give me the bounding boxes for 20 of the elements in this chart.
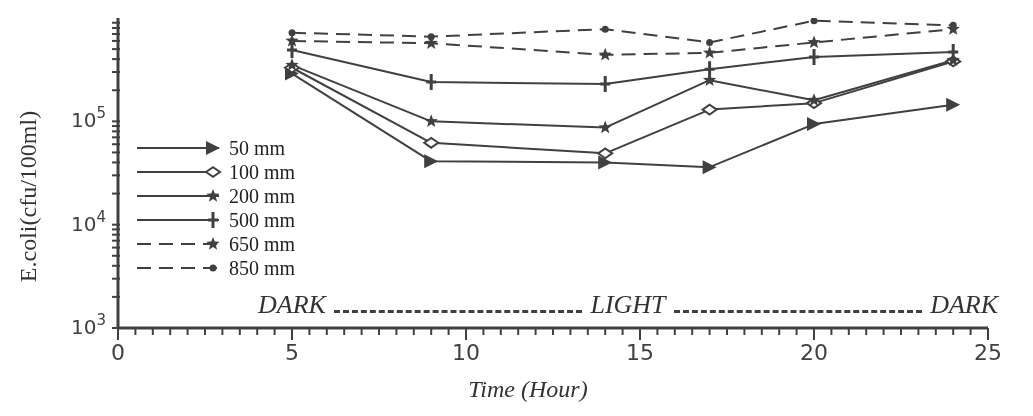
legend-label: 50 mm	[229, 136, 286, 160]
legend-label: 650 mm	[229, 232, 296, 256]
x-tick-label: 10	[452, 340, 480, 365]
y-axis-title: E.coli(cfu/100ml)	[14, 109, 42, 285]
legend-label: 200 mm	[229, 184, 296, 208]
x-tick-label: 0	[111, 340, 125, 365]
legend-label: 850 mm	[229, 256, 296, 280]
x-tick-label: 20	[800, 340, 828, 365]
x-tick-label: 5	[285, 340, 299, 365]
x-tick-label: 25	[974, 340, 1002, 365]
legend-label: 100 mm	[229, 160, 296, 184]
y-tick-label: 10$^{3}$	[71, 311, 106, 339]
y-tick-label: 10$^{5}$	[71, 104, 106, 133]
annotation: DARK	[930, 290, 999, 320]
x-tick-label: 15	[626, 340, 654, 365]
annotation: LIGHT	[590, 290, 666, 320]
x-axis-title: Time (Hour)	[467, 376, 589, 403]
legend-label: 500 mm	[229, 208, 296, 232]
y-tick-label: 10$^{4}$	[71, 207, 106, 236]
annotation: DARK	[258, 290, 326, 320]
